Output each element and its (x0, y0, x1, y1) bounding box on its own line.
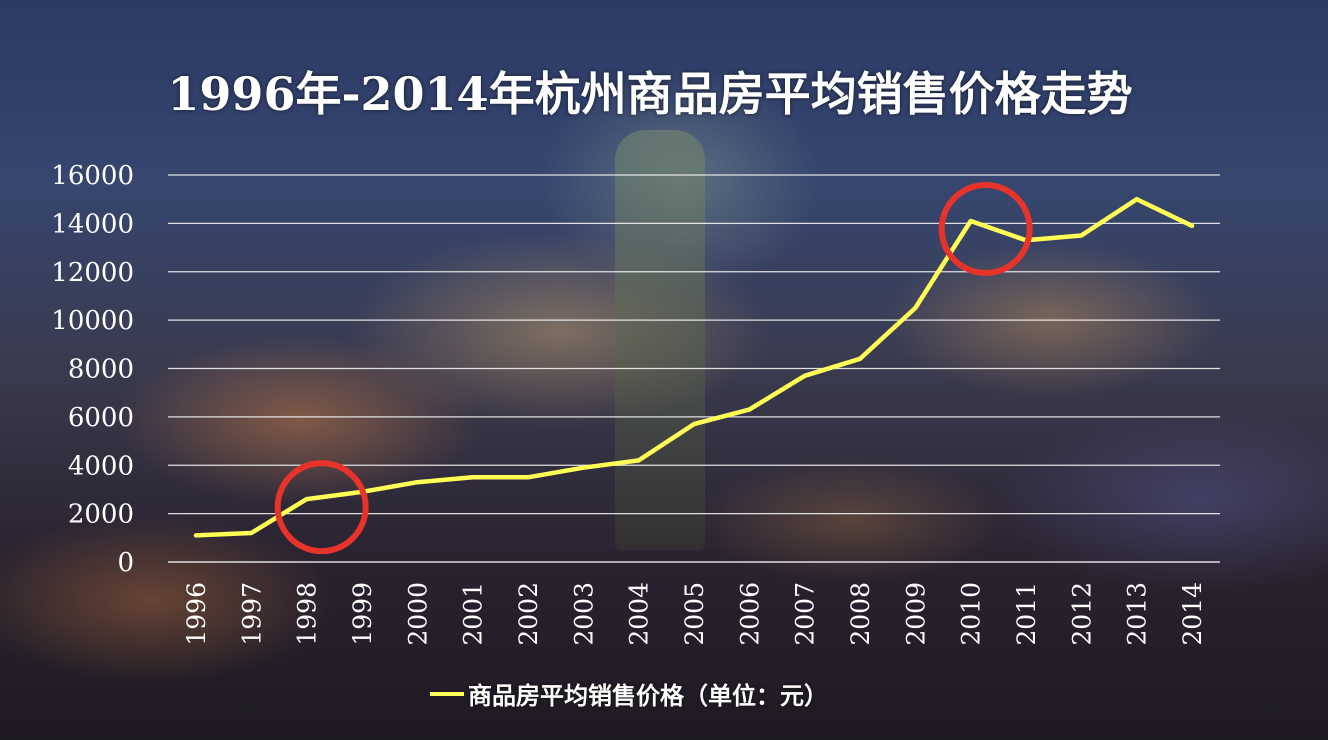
x-tick-label: 2008 (846, 582, 875, 646)
x-tick-label: 2000 (403, 582, 432, 646)
highlight-circles (274, 181, 1033, 555)
y-tick-label: 0 (117, 548, 134, 578)
chart-title: 1996年-2014年杭州商品房平均销售价格走势 (167, 67, 1133, 121)
legend: 商品房平均销售价格（单位：元） (430, 676, 828, 711)
y-axis-ticks: 0 2000 4000 6000 8000 10000 12000 14000 16000 (51, 161, 134, 578)
x-tick-label: 2001 (459, 582, 488, 646)
y-tick-label: 10000 (51, 306, 134, 336)
y-tick-label: 16000 (51, 161, 134, 191)
highlight-circle (274, 460, 369, 555)
y-tick-label: 6000 (68, 403, 134, 433)
x-tick-label: 2002 (514, 582, 543, 646)
x-tick-label: 2009 (901, 582, 930, 646)
legend-label: 商品房平均销售价格（单位：元） (468, 681, 828, 710)
x-tick-label: 2006 (735, 582, 764, 646)
y-tick-label: 8000 (68, 355, 134, 385)
x-tick-label: 2005 (680, 582, 709, 646)
y-tick-label: 4000 (68, 451, 134, 481)
x-tick-label: 1996 (182, 582, 211, 646)
x-tick-label: 2012 (1067, 582, 1096, 646)
series-line (193, 196, 1195, 538)
highlight-circle (938, 181, 1033, 276)
y-tick-label: 12000 (51, 258, 134, 288)
x-tick-label: 2014 (1178, 582, 1207, 646)
x-axis-ticks: 1996 1997 1998 1999 2000 2001 2002 2003 2004 2005… (182, 582, 1207, 646)
x-tick-label: 1999 (348, 582, 377, 646)
x-tick-label: 2007 (791, 582, 820, 646)
gridlines (168, 174, 1220, 563)
x-tick-label: 2013 (1123, 582, 1152, 646)
x-tick-label: 2010 (957, 582, 986, 646)
series (193, 196, 1195, 538)
x-tick-label: 2003 (569, 582, 598, 646)
x-tick-label: 1998 (293, 582, 322, 646)
x-tick-label: 2004 (625, 582, 654, 646)
background-tower (615, 130, 705, 550)
legend-swatch (430, 691, 464, 696)
y-tick-label: 14000 (51, 209, 134, 239)
y-tick-label: 2000 (68, 500, 134, 530)
x-tick-label: 1997 (237, 582, 266, 646)
x-tick-label: 2011 (1012, 582, 1041, 646)
